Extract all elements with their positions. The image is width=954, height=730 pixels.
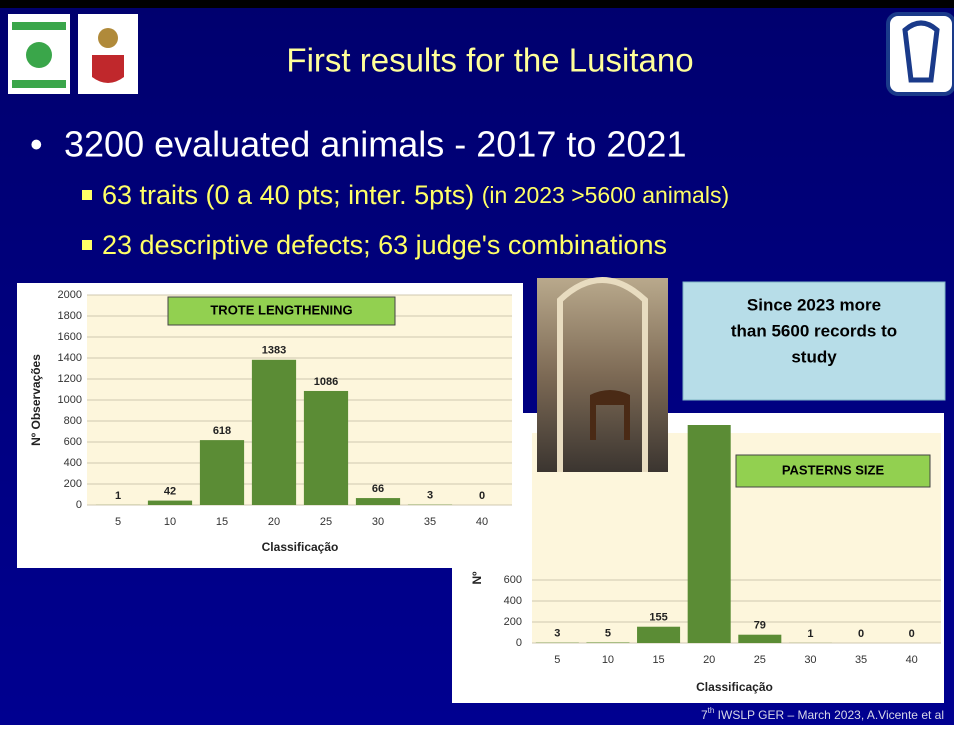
y-tick-label: 1400 [58,352,82,364]
x-axis-label: Classificação [696,680,773,694]
footer-text: IWSLP GER – March 2023, A.Vicente et al [718,708,944,722]
x-tick-label: 20 [268,516,280,528]
data-label: 0 [909,628,915,640]
bar [586,642,629,643]
bar [304,391,348,505]
data-label: 5 [605,627,611,639]
data-label: 3 [427,490,433,502]
data-label: 1383 [262,345,286,357]
photo [537,278,668,472]
callout-line: Since 2023 more [747,295,881,314]
x-tick-label: 30 [804,654,816,666]
sub-bullet: 23 descriptive defects; 63 judge's combi… [102,230,667,260]
callout-line: study [791,347,837,366]
y-tick-label: 200 [64,478,82,490]
x-tick-label: 25 [754,654,766,666]
bar [738,635,781,643]
bar [637,627,680,643]
slide: First results for the Lusitano • 3200 ev… [0,0,954,725]
x-tick-label: 10 [164,516,176,528]
y-tick-label: 600 [504,574,522,586]
slide-title: First results for the Lusitano [286,42,693,79]
y-tick-label: 0 [76,499,82,511]
y-tick-label: 1200 [58,373,82,385]
data-label: 1 [115,490,121,502]
y-tick-label: 600 [64,436,82,448]
footer: 7th IWSLP GER – March 2023, A.Vicente et… [701,706,944,722]
page: First results for the Lusitano • 3200 ev… [0,0,954,725]
x-tick-label: 10 [602,654,614,666]
data-label: 42 [164,485,176,497]
x-tick-label: 40 [906,654,918,666]
x-tick-label: 5 [115,516,121,528]
chart-title: PASTERNS SIZE [782,462,885,477]
top-border [0,0,954,8]
x-tick-label: 5 [554,654,560,666]
y-tick-label: 400 [504,595,522,607]
data-label: 0 [479,490,485,502]
footer-suffix: th [708,706,715,715]
y-tick-label: 800 [64,415,82,427]
x-tick-label: 35 [424,516,436,528]
data-label: 3 [554,628,560,640]
bar [148,501,192,505]
sub-bullet-mark [82,240,92,250]
bar [200,440,244,505]
x-tick-label: 30 [372,516,384,528]
bar [356,498,400,505]
data-label: 66 [372,483,384,495]
x-axis-label: Classificação [262,540,339,554]
bar [252,360,296,505]
sub-bullet-mark [82,190,92,200]
data-label: 618 [213,425,231,437]
y-tick-label: 200 [504,616,522,628]
chart-title: TROTE LENGTHENING [210,302,352,317]
sub-bullet-text: 63 traits (0 a 40 pts; inter. 5pts) [102,180,474,210]
data-label: 0 [858,628,864,640]
y-tick-label: 2000 [58,289,82,301]
data-label: 79 [754,620,766,632]
sub-bullet-note: (in 2023 >5600 animals) [482,182,729,208]
x-tick-label: 40 [476,516,488,528]
data-label: 1 [807,628,813,640]
x-tick-label: 20 [703,654,715,666]
x-tick-label: 15 [216,516,228,528]
y-axis-label: Nº Observações [29,354,43,446]
data-label: 1086 [314,376,338,388]
bullet: 3200 evaluated animals - 2017 to 2021 [64,124,686,165]
x-tick-label: 35 [855,654,867,666]
y-tick-label: 0 [516,637,522,649]
callout-line: than 5600 records to [731,321,897,340]
data-label: 155 [649,612,667,624]
y-axis-label: Nº [470,571,484,585]
y-tick-label: 1800 [58,310,82,322]
x-tick-label: 15 [652,654,664,666]
y-tick-label: 1600 [58,331,82,343]
bullet-mark: • [30,124,43,165]
sub-bullet: 63 traits (0 a 40 pts; inter. 5pts) (in … [102,180,729,210]
x-tick-label: 25 [320,516,332,528]
y-tick-label: 1000 [58,394,82,406]
y-tick-label: 400 [64,457,82,469]
